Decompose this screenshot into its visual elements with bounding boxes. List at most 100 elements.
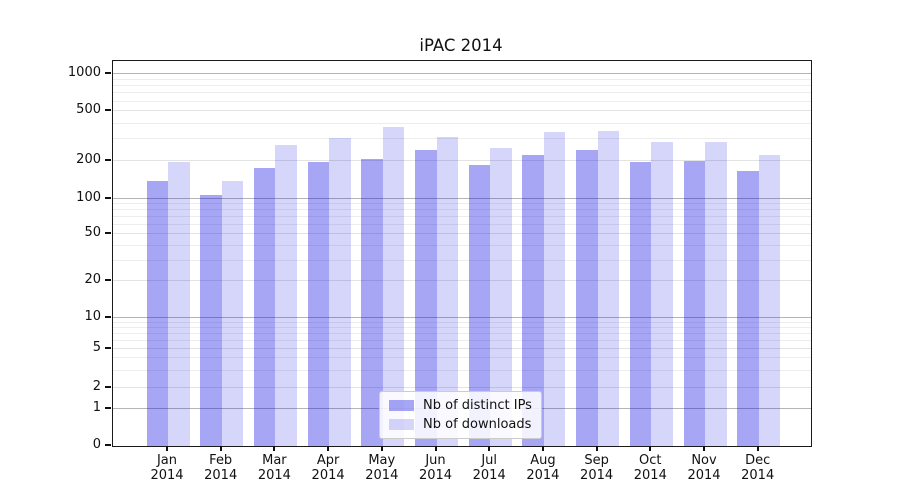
major-gridline: [113, 316, 811, 318]
x-tick-year: 2014: [257, 468, 291, 483]
x-tick-year: 2014: [741, 468, 775, 483]
x-tick-month: Dec: [745, 453, 771, 468]
y-tick-label: 2: [92, 378, 101, 394]
x-tick-mark: [649, 446, 652, 451]
minor-gridline: [113, 321, 811, 323]
bar-distinct-ips-aug: [522, 154, 544, 446]
x-tick-mark: [703, 446, 705, 451]
minor-gridline: [113, 92, 811, 94]
y-tick-label: 0: [92, 437, 101, 452]
x-tick-year: 2014: [472, 468, 506, 483]
x-tick-year: 2014: [311, 468, 345, 483]
y-tick-label: 100: [76, 189, 101, 205]
bar-distinct-ips-jan: [146, 180, 168, 446]
x-tick-year: 2014: [526, 468, 560, 483]
legend-swatch-downloads: [389, 419, 414, 430]
bar-distinct-ips-feb: [200, 195, 222, 446]
x-tick-label: Nov 2014: [673, 453, 735, 483]
labeled-minor-gridline: [113, 386, 811, 388]
x-tick-label: Jan 2014: [136, 453, 198, 483]
bar-downloads-mar: [275, 144, 297, 446]
bar-distinct-ips-dec: [737, 171, 759, 446]
bar-downloads-oct: [651, 142, 673, 446]
plot-area: [112, 60, 812, 447]
x-tick-month: Apr: [316, 453, 340, 468]
bar-downloads-feb: [221, 180, 244, 446]
bar-distinct-ips-may: [361, 159, 383, 446]
labeled-minor-gridline: [113, 110, 811, 112]
y-tick-mark: [105, 385, 111, 388]
minor-gridline: [113, 203, 811, 205]
y-tick-label: 20: [84, 272, 101, 288]
labeled-minor-gridline: [113, 160, 811, 162]
minor-gridline: [113, 369, 811, 371]
bar-distinct-ips-jul: [468, 164, 491, 446]
minor-gridline: [113, 326, 811, 328]
x-tick-mark: [756, 446, 759, 451]
minor-gridline: [113, 100, 811, 102]
bar-downloads-aug: [543, 132, 566, 446]
x-tick-mark: [219, 446, 222, 451]
x-tick-year: 2014: [204, 468, 238, 483]
x-tick-label: Dec 2014: [727, 453, 789, 483]
y-tick-label: 200: [76, 152, 101, 168]
x-tick-month: Oct: [639, 453, 662, 468]
x-tick-label: Sep 2014: [566, 453, 628, 483]
bar-downloads-sep: [597, 130, 620, 446]
minor-gridline: [113, 209, 811, 211]
y-tick-label: 5: [92, 340, 101, 355]
bar-distinct-ips-mar: [253, 168, 276, 446]
x-tick-mark: [488, 446, 491, 451]
x-tick-year: 2014: [633, 468, 667, 483]
legend-entry-distinct-ips: Nb of distinct IPs: [389, 396, 532, 415]
chart-title: iPAC 2014: [419, 36, 503, 55]
y-tick-mark: [105, 109, 111, 112]
x-tick-month: Feb: [209, 453, 233, 468]
x-tick-mark: [166, 446, 168, 451]
x-tick-month: Nov: [691, 453, 717, 468]
y-tick-mark: [105, 315, 111, 318]
x-tick-label: Jul 2014: [458, 453, 520, 483]
y-tick-label: 10: [84, 308, 101, 324]
x-tick-month: Jun: [425, 453, 446, 468]
y-tick-label: 1: [92, 399, 101, 415]
x-tick-label: May 2014: [351, 453, 413, 483]
x-tick-month: Mar: [262, 453, 287, 468]
minor-gridline: [113, 78, 811, 80]
x-tick-label: Mar 2014: [243, 453, 305, 483]
y-tick-mark: [105, 406, 111, 409]
bar-downloads-jan: [168, 162, 190, 446]
bar-distinct-ips-sep: [576, 149, 598, 446]
minor-gridline: [113, 357, 811, 359]
x-tick-month: May: [368, 453, 396, 468]
y-tick-label: 1000: [67, 65, 101, 80]
minor-gridline: [113, 259, 811, 261]
legend: Nb of distinct IPs Nb of downloads: [379, 391, 542, 439]
x-tick-year: 2014: [418, 468, 453, 483]
labeled-minor-gridline: [113, 233, 811, 235]
legend-swatch-distinct-ips: [389, 400, 414, 411]
x-tick-label: Apr 2014: [297, 453, 359, 483]
x-tick-year: 2014: [150, 468, 184, 483]
y-tick-mark: [105, 444, 111, 446]
minor-gridline: [113, 339, 811, 341]
minor-gridline: [113, 223, 811, 225]
x-tick-label: Jun 2014: [405, 453, 467, 483]
bar-distinct-ips-oct: [629, 162, 652, 446]
bar-distinct-ips-apr: [307, 161, 330, 446]
minor-gridline: [113, 216, 811, 217]
legend-label-downloads: Nb of downloads: [423, 417, 532, 432]
bar-downloads-jun: [436, 136, 458, 446]
y-tick-mark: [105, 196, 111, 199]
x-tick-mark: [595, 446, 598, 451]
minor-gridline: [113, 244, 811, 246]
x-tick-mark: [327, 446, 330, 451]
x-tick-label: Feb 2014: [190, 453, 252, 483]
x-tick-month: Sep: [584, 453, 609, 468]
x-tick-month: Jul: [481, 453, 498, 468]
x-tick-mark: [541, 446, 544, 451]
major-gridline: [113, 197, 811, 199]
y-tick-mark: [105, 347, 111, 349]
x-tick-label: Aug 2014: [512, 453, 574, 483]
